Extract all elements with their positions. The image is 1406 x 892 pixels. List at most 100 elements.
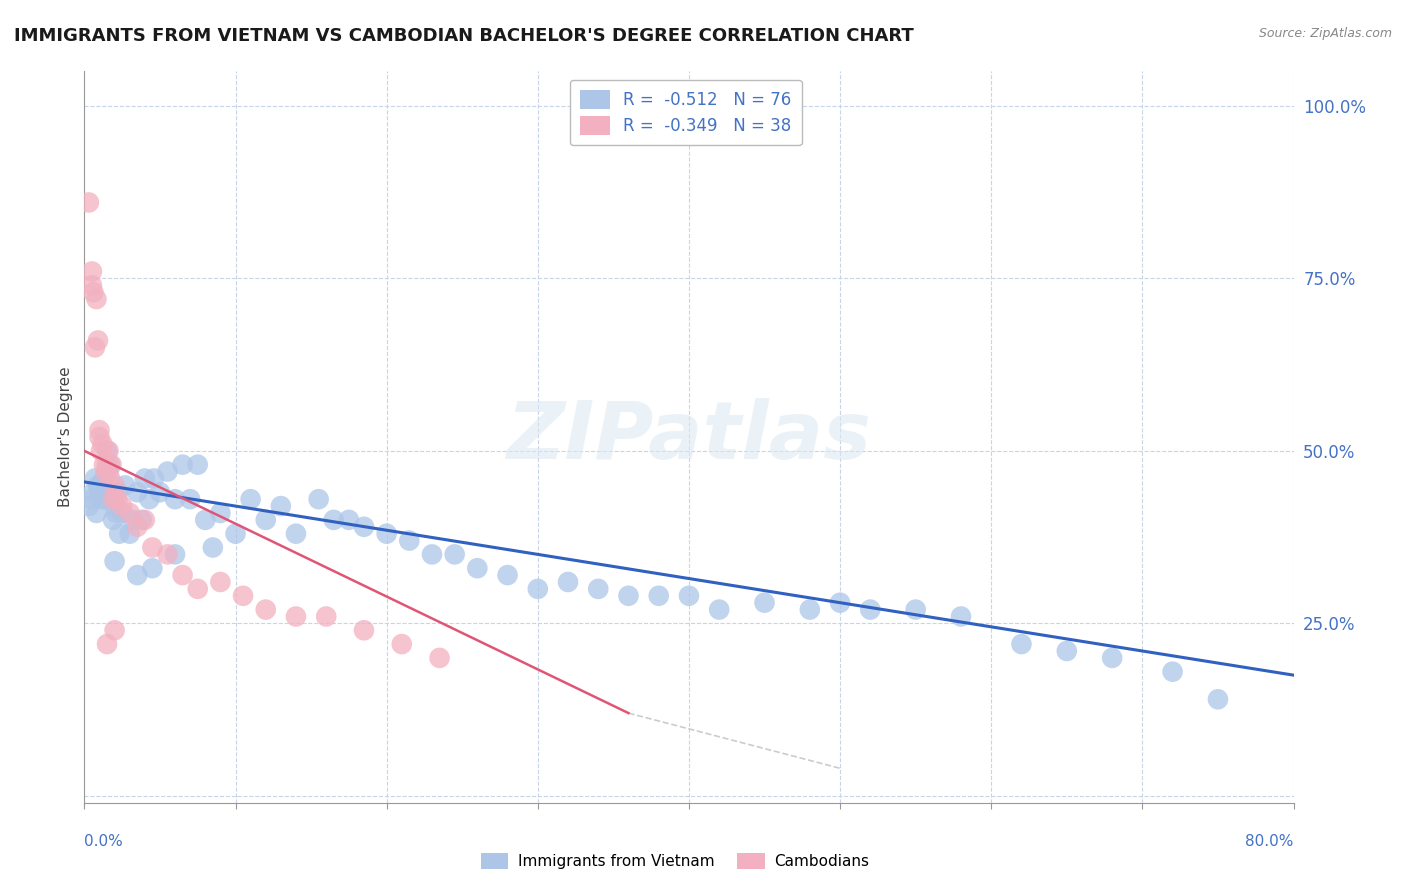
Point	[754, 596, 776, 610]
Point	[84, 340, 107, 354]
Point	[225, 526, 247, 541]
Point	[156, 465, 179, 479]
Point	[1206, 692, 1229, 706]
Text: 0.0%: 0.0%	[84, 834, 124, 849]
Text: IMMIGRANTS FROM VIETNAM VS CAMBODIAN BACHELOR'S DEGREE CORRELATION CHART: IMMIGRANTS FROM VIETNAM VS CAMBODIAN BAC…	[14, 27, 914, 45]
Point	[163, 492, 186, 507]
Point	[101, 513, 124, 527]
Point	[89, 430, 111, 444]
Point	[353, 624, 375, 638]
Point	[830, 596, 852, 610]
Point	[100, 458, 122, 472]
Text: 80.0%: 80.0%	[1246, 834, 1294, 849]
Point	[678, 589, 700, 603]
Point	[322, 513, 344, 527]
Point	[172, 458, 194, 472]
Point	[284, 609, 308, 624]
Point	[94, 465, 117, 479]
Point	[121, 513, 143, 527]
Point	[96, 492, 118, 507]
Point	[90, 443, 112, 458]
Point	[108, 526, 131, 541]
Point	[209, 506, 232, 520]
Point	[87, 334, 110, 348]
Point	[232, 589, 254, 603]
Point	[127, 485, 149, 500]
Point	[617, 589, 640, 603]
Legend: Immigrants from Vietnam, Cambodians: Immigrants from Vietnam, Cambodians	[475, 847, 875, 875]
Point	[114, 478, 136, 492]
Point	[84, 471, 107, 485]
Point	[91, 492, 114, 507]
Point	[86, 292, 108, 306]
Point	[90, 478, 112, 492]
Point	[163, 548, 186, 562]
Point	[86, 506, 108, 520]
Point	[337, 513, 360, 527]
Point	[588, 582, 610, 596]
Point	[134, 471, 156, 485]
Point	[138, 492, 160, 507]
Point	[284, 526, 308, 541]
Point	[443, 548, 465, 562]
Point	[93, 458, 115, 472]
Point	[87, 478, 110, 492]
Point	[308, 492, 330, 507]
Point	[315, 609, 337, 624]
Point	[254, 602, 277, 616]
Point	[134, 513, 156, 527]
Point	[526, 582, 548, 596]
Point	[141, 561, 163, 575]
Point	[94, 485, 117, 500]
Point	[104, 478, 127, 492]
Y-axis label: Bachelor's Degree: Bachelor's Degree	[58, 367, 73, 508]
Point	[950, 609, 973, 624]
Point	[179, 492, 201, 507]
Point	[375, 526, 398, 541]
Point	[353, 520, 375, 534]
Point	[82, 285, 104, 300]
Point	[647, 589, 671, 603]
Point	[1101, 651, 1123, 665]
Point	[270, 499, 292, 513]
Point	[429, 651, 451, 665]
Point	[101, 492, 124, 507]
Point	[172, 568, 194, 582]
Point	[187, 458, 209, 472]
Point	[1056, 644, 1078, 658]
Point	[105, 506, 128, 520]
Point	[209, 574, 232, 589]
Point	[96, 443, 118, 458]
Point	[97, 465, 120, 479]
Point	[156, 548, 179, 562]
Point	[91, 437, 114, 451]
Point	[98, 458, 121, 472]
Point	[709, 602, 731, 616]
Point	[80, 278, 103, 293]
Point	[149, 485, 172, 500]
Point	[467, 561, 489, 575]
Point	[80, 264, 103, 278]
Point	[80, 492, 103, 507]
Point	[77, 195, 100, 210]
Point	[104, 554, 127, 568]
Point	[111, 499, 134, 513]
Point	[107, 485, 129, 500]
Point	[93, 471, 115, 485]
Point	[127, 568, 149, 582]
Point	[96, 458, 118, 472]
Point	[89, 485, 111, 500]
Point	[194, 513, 217, 527]
Point	[142, 471, 165, 485]
Text: Source: ZipAtlas.com: Source: ZipAtlas.com	[1258, 27, 1392, 40]
Point	[97, 443, 120, 458]
Point	[118, 526, 141, 541]
Point	[96, 637, 118, 651]
Point	[239, 492, 262, 507]
Point	[89, 423, 111, 437]
Text: ZIPatlas: ZIPatlas	[506, 398, 872, 476]
Point	[420, 548, 443, 562]
Point	[107, 492, 129, 507]
Point	[799, 602, 821, 616]
Point	[131, 513, 153, 527]
